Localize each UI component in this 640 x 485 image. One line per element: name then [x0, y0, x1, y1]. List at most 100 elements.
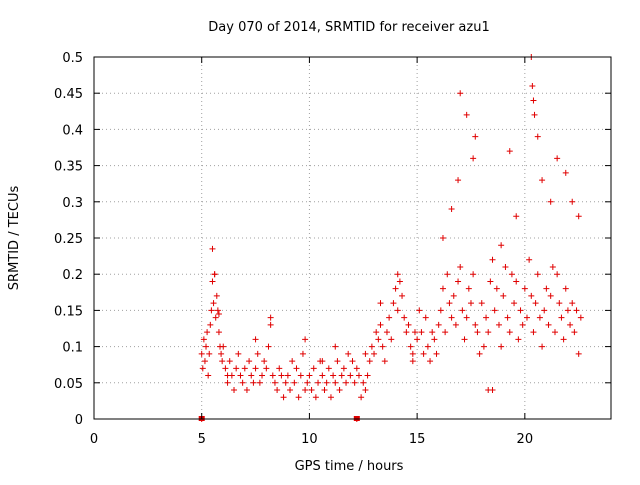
data-point — [536, 314, 543, 321]
data-point — [302, 336, 309, 343]
data-point — [394, 307, 401, 314]
data-point — [554, 271, 561, 278]
data-point — [439, 235, 446, 241]
data-point — [504, 314, 511, 321]
data-point — [541, 307, 548, 314]
data-point — [204, 329, 211, 336]
data-point — [261, 358, 268, 365]
data-point — [209, 245, 216, 252]
data-point — [523, 314, 530, 321]
y-tick-label: 0.4 — [62, 123, 83, 138]
data-point — [513, 213, 520, 220]
data-point — [461, 336, 468, 343]
data-point — [235, 350, 242, 357]
data-point — [312, 394, 319, 401]
data-point — [539, 343, 546, 350]
data-point — [379, 343, 386, 350]
data-point — [575, 213, 582, 220]
data-point — [215, 311, 222, 318]
data-point — [214, 307, 221, 314]
data-point — [340, 365, 347, 372]
data-point — [474, 329, 481, 336]
data-point — [338, 372, 345, 379]
data-point — [416, 307, 423, 314]
data-point — [448, 206, 455, 213]
data-point — [394, 271, 401, 278]
data-point — [289, 358, 296, 365]
data-point — [405, 321, 412, 328]
data-point — [392, 285, 399, 292]
data-point — [224, 379, 231, 386]
data-point — [237, 372, 244, 379]
data-point — [562, 169, 569, 176]
data-point — [267, 321, 274, 328]
data-point — [226, 358, 233, 365]
data-point — [343, 379, 350, 386]
data-point — [241, 365, 248, 372]
data-point — [575, 350, 582, 357]
data-point — [218, 350, 225, 357]
data-point — [330, 372, 337, 379]
data-point — [515, 336, 522, 343]
data-point — [513, 278, 520, 285]
data-point — [531, 111, 538, 118]
data-point — [302, 387, 309, 394]
data-point — [274, 387, 281, 394]
data-point — [409, 350, 416, 357]
data-point — [327, 394, 334, 401]
data-point — [465, 285, 472, 292]
data-point — [364, 372, 371, 379]
data-point — [483, 314, 490, 321]
data-point — [368, 343, 375, 350]
data-point — [506, 148, 513, 155]
data-point — [444, 271, 451, 278]
data-point — [450, 292, 457, 299]
data-point — [282, 379, 289, 386]
data-point — [259, 372, 266, 379]
data-point — [429, 329, 436, 336]
data-point — [233, 365, 240, 372]
y-tick-label: 0 — [75, 413, 83, 428]
data-point — [351, 379, 358, 386]
data-point — [222, 365, 229, 372]
data-point — [463, 111, 470, 118]
data-point — [457, 90, 464, 97]
data-point — [556, 300, 563, 307]
data-point — [215, 329, 222, 336]
data-point — [332, 379, 339, 386]
data-point — [424, 343, 431, 350]
data-point — [500, 292, 507, 299]
data-point — [498, 343, 505, 350]
data-point — [573, 307, 580, 314]
data-point — [263, 365, 270, 372]
data-point — [315, 379, 322, 386]
data-point — [448, 314, 455, 321]
data-point — [243, 387, 250, 394]
data-point — [203, 343, 210, 350]
data-point — [198, 350, 205, 357]
x-tick-label: 15 — [409, 432, 426, 447]
data-point — [373, 329, 380, 336]
data-point — [442, 329, 449, 336]
data-point — [480, 343, 487, 350]
data-point — [319, 372, 326, 379]
data-point — [543, 285, 550, 292]
y-axis-label: SRMTID / TECUs — [7, 186, 22, 291]
y-tick-label: 0.05 — [54, 377, 83, 392]
y-tick-label: 0.5 — [62, 51, 83, 66]
data-point — [526, 256, 533, 263]
data-point — [267, 314, 274, 321]
data-point — [206, 350, 213, 357]
data-point — [334, 358, 341, 365]
x-axis-label: GPS time / hours — [295, 459, 404, 474]
data-point — [349, 358, 356, 365]
y-tick-label: 0.15 — [54, 304, 83, 319]
data-point — [437, 307, 444, 314]
data-point — [390, 300, 397, 307]
data-point — [224, 372, 231, 379]
data-point — [470, 155, 477, 162]
data-point — [521, 285, 528, 292]
data-point — [577, 314, 584, 321]
